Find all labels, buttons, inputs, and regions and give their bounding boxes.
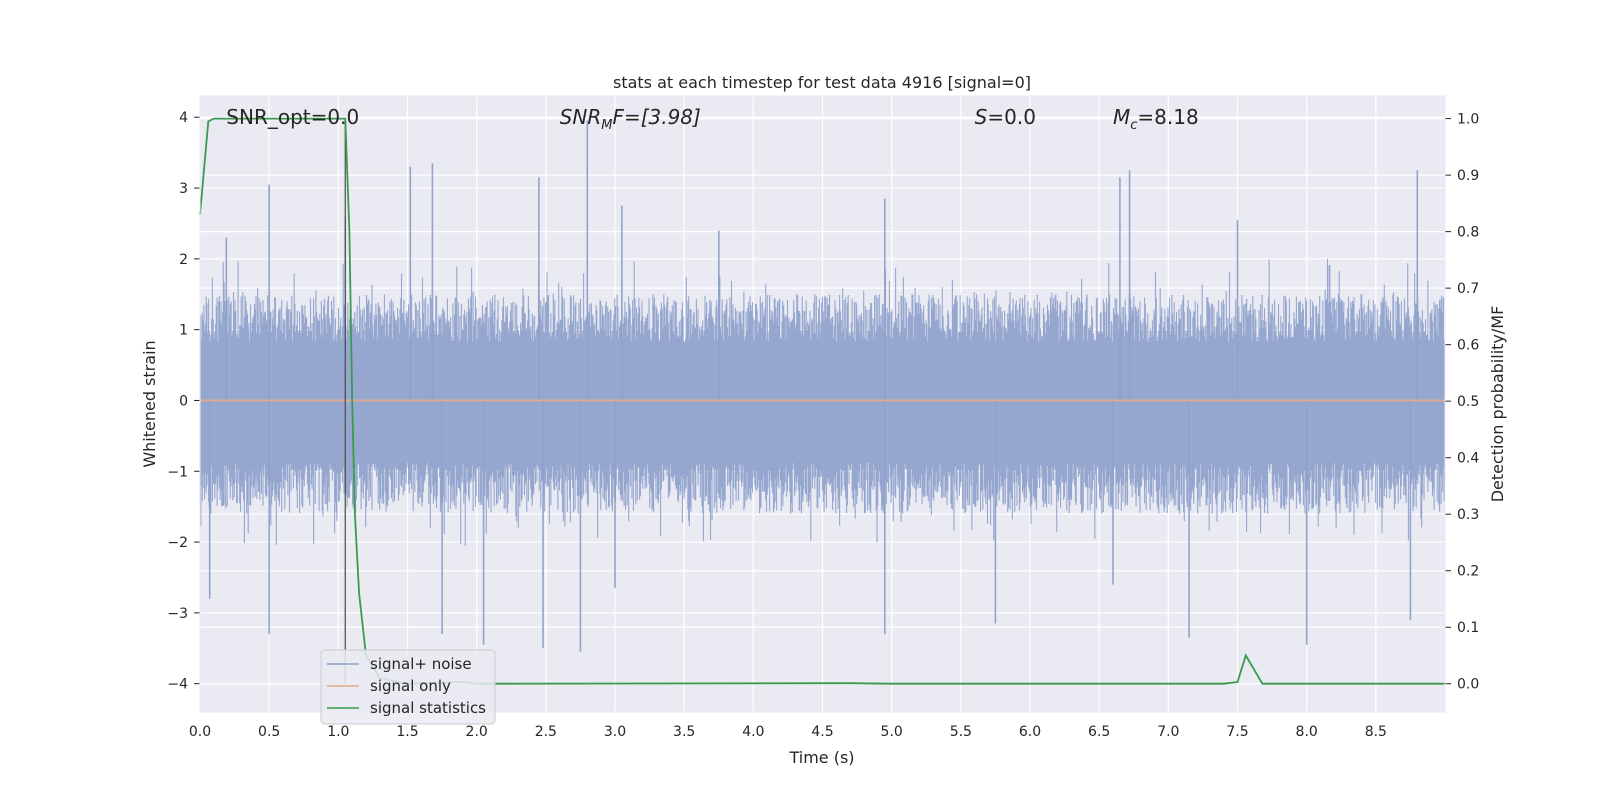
y2-tick-label: 0.0 [1457,677,1479,693]
legend: signal+ noise signal only signal statist… [320,649,496,725]
y2-tick-label: 0.5 [1457,394,1479,410]
x-tick-label: 6.0 [1019,724,1041,740]
x-tick-label: 4.5 [811,724,833,740]
x-tick-label: 1.5 [396,724,418,740]
y2-tick-label: 0.8 [1457,225,1479,241]
x-tick-label: 2.5 [535,724,557,740]
y-tick-label: 4 [179,110,188,126]
x-tick-label: 0.0 [189,724,211,740]
y-tick-label: 0 [179,393,188,409]
chart-title: stats at each timestep for test data 491… [613,73,1031,92]
annotation-s_val: S=0.0 [975,105,1036,129]
y2-tick-label: 0.4 [1457,451,1479,467]
y-tick-label: 1 [179,323,188,339]
annotation-layer: SNR_opt=0.0 SNRMF=[3.98] S=0.0 Mc=8.18 [226,105,1198,133]
legend-box [320,649,496,725]
y2-axis-label: Detection probability/MF [1488,306,1507,503]
legend-label-signal-noise: signal+ noise [370,655,472,673]
y2-tick-label: 0.7 [1457,281,1479,297]
y-tick-label: −4 [167,677,188,693]
plot-frame [199,95,1446,713]
x-tick-label: 5.0 [881,724,903,740]
y2-tick-label: 0.9 [1457,168,1479,184]
axes-layer: 0.0 0.5 1.0 1.5 2.0 2.5 3.0 3.5 4.0 4.5 5.0 5.5 6.0 6… [167,95,1479,740]
legend-label-signal-statistics: signal statistics [370,699,486,717]
x-tick-label: 1.0 [327,724,349,740]
x-tick-label: 8.5 [1365,724,1387,740]
x-tick-label: 2.0 [466,724,488,740]
y2-tick-label: 0.2 [1457,564,1479,580]
x-tick-label: 5.5 [950,724,972,740]
legend-label-signal-only: signal only [370,677,451,695]
x-tick-label: 3.0 [604,724,626,740]
y-tick-label: −3 [167,606,188,622]
y-tick-label: −1 [167,464,188,480]
y2-tick-label: 0.1 [1457,620,1479,636]
y-tick-label: −2 [167,535,188,551]
annotation-snr_mf: SNRMF=[3.98] [560,105,701,133]
y2-tick-label: 0.6 [1457,338,1479,354]
x-tick-label: 7.0 [1157,724,1179,740]
y2-tick-label: 0.3 [1457,507,1479,523]
y-tick-label: 3 [179,181,188,197]
annotation-mc_val: Mc=8.18 [1113,105,1199,133]
y2-tick-label: 1.0 [1457,112,1479,128]
y-tick-label: 2 [179,252,188,268]
x-tick-label: 4.0 [742,724,764,740]
x-tick-label: 3.5 [673,724,695,740]
x-tick-label: 0.5 [258,724,280,740]
x-tick-label: 8.0 [1296,724,1318,740]
y-axis-label: Whitened strain [140,340,159,467]
annotation-snr_opt: SNR_opt=0.0 [226,105,359,129]
x-axis-label: Time (s) [788,748,854,767]
x-tick-label: 6.5 [1088,724,1110,740]
x-tick-label: 7.5 [1226,724,1248,740]
